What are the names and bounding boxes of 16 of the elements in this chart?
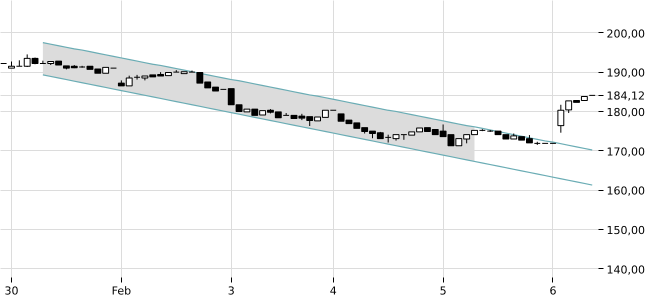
- y-tick-label: 184,12: [606, 90, 645, 103]
- y-tick-label: 180,00: [606, 106, 645, 119]
- x-tick-label: 30: [4, 284, 18, 298]
- line-series: [42, 42, 593, 151]
- y-tick-label: 150,00: [606, 224, 645, 237]
- y-tick-label: 170,00: [606, 145, 645, 158]
- y-tick-label: 190,00: [606, 66, 645, 80]
- x-tick-label: 6: [549, 284, 556, 298]
- x-tick-label: 3: [228, 284, 235, 298]
- y-tick-label: 200,00: [606, 27, 645, 40]
- x-tick-label: 4: [330, 284, 337, 298]
- line-series: [42, 74, 593, 186]
- x-tick-label: Feb: [112, 284, 132, 298]
- y-tick-label: 140,00: [606, 263, 645, 276]
- x-tick-label: 5: [440, 284, 447, 298]
- y-tick-label: 160,00: [606, 184, 645, 198]
